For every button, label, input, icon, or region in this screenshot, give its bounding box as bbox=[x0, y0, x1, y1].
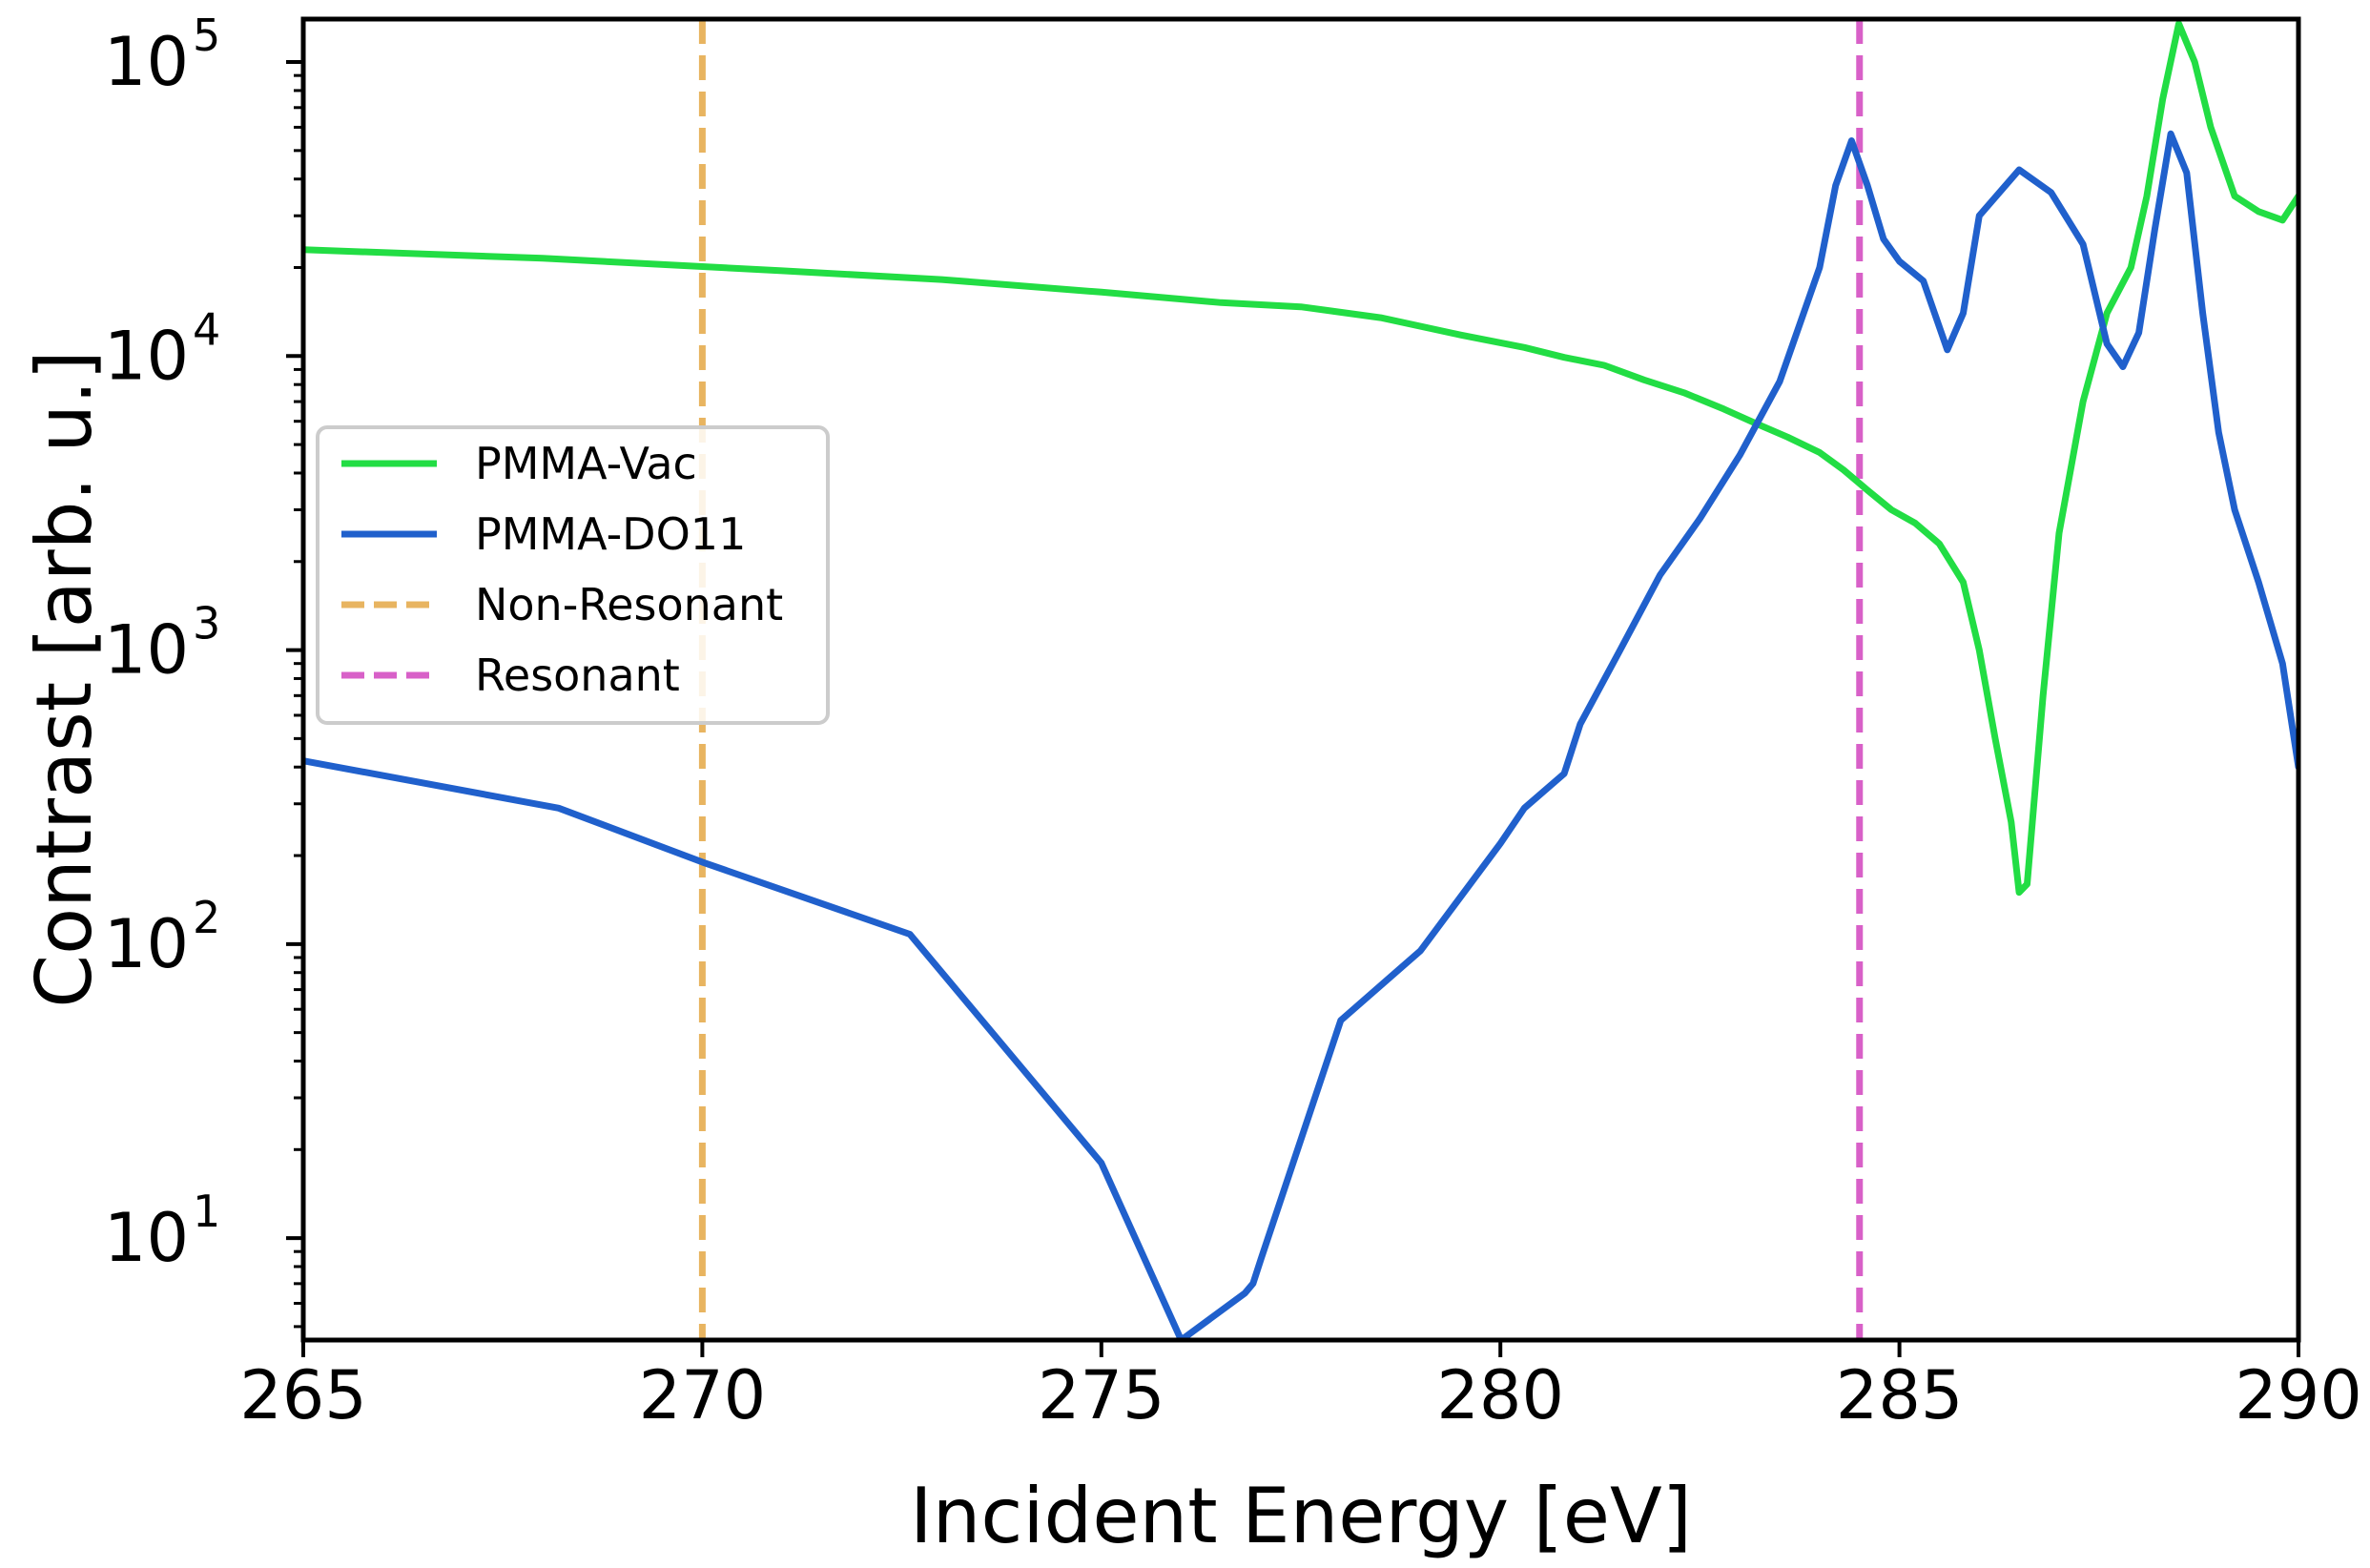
y-tick-label: 10 bbox=[104, 611, 189, 690]
x-tick-label: 290 bbox=[2235, 1356, 2362, 1434]
legend-label: PMMA-DO11 bbox=[475, 508, 746, 560]
y-tick-exponent: 2 bbox=[193, 892, 220, 943]
series-pmma-vac bbox=[303, 20, 2298, 897]
x-tick-label: 285 bbox=[1836, 1356, 1964, 1434]
x-tick-label: 265 bbox=[239, 1356, 367, 1434]
y-tick-exponent: 3 bbox=[193, 598, 220, 650]
legend-label: PMMA-Vac bbox=[475, 438, 697, 489]
y-tick-exponent: 5 bbox=[193, 10, 220, 61]
y-tick-exponent: 1 bbox=[193, 1186, 220, 1237]
legend-box bbox=[316, 425, 830, 725]
x-tick-label: 270 bbox=[639, 1356, 767, 1434]
legend: PMMA-Vac PMMA-DO11 Non-Resonant Resonant bbox=[316, 425, 830, 725]
y-tick-label: 10 bbox=[104, 317, 189, 395]
x-axis-title: Incident Energy [eV] bbox=[910, 1472, 1692, 1560]
y-tick-exponent: 4 bbox=[193, 303, 220, 355]
legend-label: Resonant bbox=[475, 650, 680, 701]
x-tick-label: 280 bbox=[1436, 1356, 1564, 1434]
y-axis-title: Contrast [arb. u.] bbox=[20, 350, 109, 1007]
y-tick-label: 10 bbox=[104, 23, 189, 101]
y-tick-label: 10 bbox=[104, 1199, 189, 1277]
series-pmma-do11 bbox=[303, 130, 2298, 1340]
y-tick-label: 10 bbox=[104, 905, 189, 983]
x-tick-label: 275 bbox=[1038, 1356, 1165, 1434]
legend-label: Non-Resonant bbox=[475, 579, 783, 630]
